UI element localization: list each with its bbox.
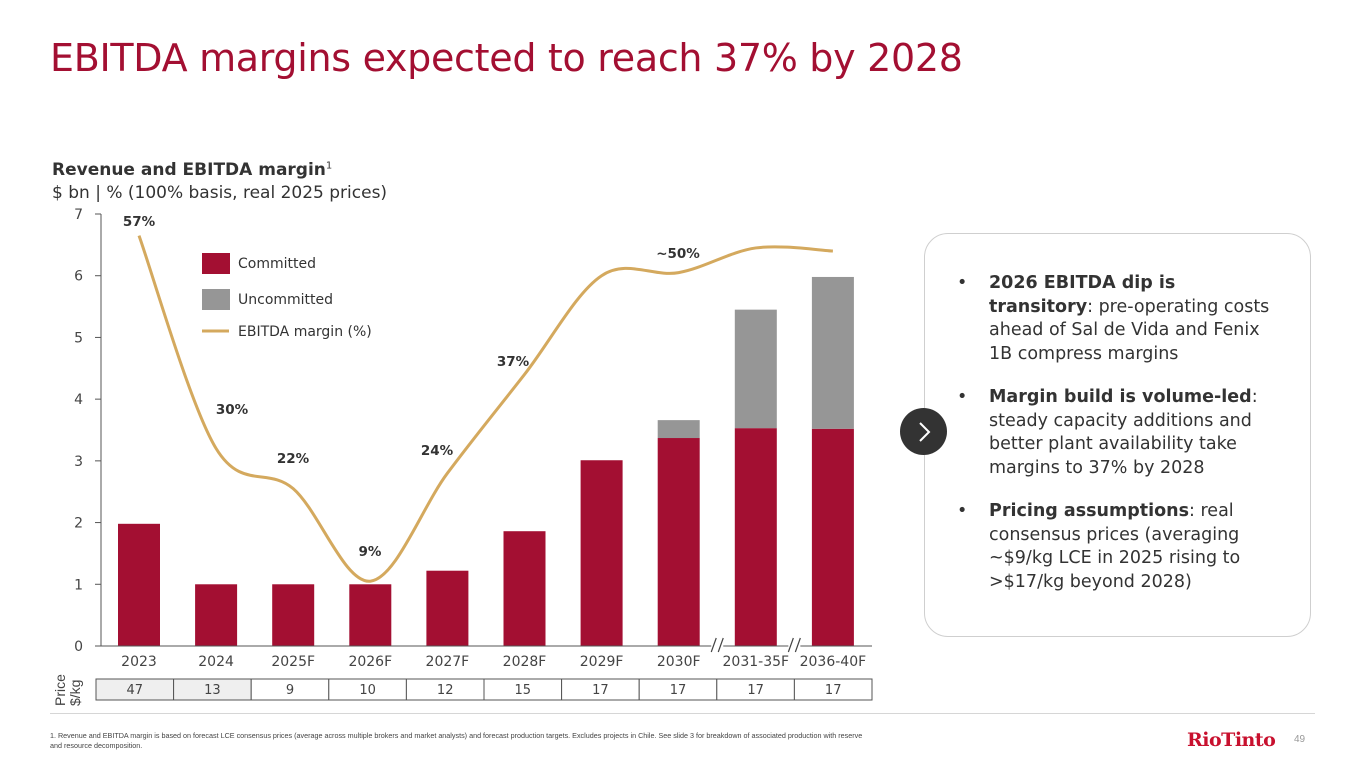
legend-label: Uncommitted: [238, 292, 333, 308]
y-tick-label: 2: [74, 516, 83, 532]
price-label-line1: Price: [52, 674, 68, 706]
chart-title: Revenue and EBITDA margin1: [52, 160, 332, 180]
legend-label: EBITDA margin (%): [238, 324, 372, 340]
rio-tinto-logo: RioTinto: [1187, 729, 1276, 751]
bullet-heading: Pricing assumptions: [989, 501, 1190, 521]
legend-label: Committed: [238, 256, 316, 272]
bar-uncommitted: [734, 309, 777, 429]
axis-break-mark: [794, 637, 801, 653]
price-value: 17: [592, 683, 609, 698]
x-tick-label: 2036-40F: [800, 654, 867, 670]
y-tick-label: 5: [74, 330, 83, 346]
price-cell: [793, 678, 873, 701]
price-label-line2: $/kg: [67, 679, 83, 706]
bar-committed: [811, 428, 854, 646]
ebitda-margin-path: [137, 235, 833, 583]
chevron-right-icon: [918, 421, 930, 442]
legend-swatch-uncommitted: [202, 289, 230, 310]
axis-break-mark: [717, 637, 724, 653]
bar-committed: [580, 460, 623, 646]
x-tick-label: 2031-35F: [723, 654, 790, 670]
footer-divider: [50, 713, 1315, 714]
x-tick-label: 2028F: [503, 654, 547, 670]
x-axis: 2023 2024 2025F 2026F 2027F 2028F 2029F 2030F 20…: [101, 637, 872, 670]
margin-label: 30%: [216, 402, 249, 418]
price-value: 17: [825, 683, 842, 698]
bar-committed: [118, 523, 160, 646]
commentary-bullet: • 2026 EBITDA dip is transitory: pre-oper…: [957, 272, 1280, 366]
price-value: 9: [286, 683, 294, 698]
commentary-bullets: • 2026 EBITDA dip is transitory: pre-oper…: [925, 234, 1310, 594]
footnote-marker: 1: [325, 160, 333, 172]
y-tick-label: 3: [74, 454, 83, 470]
y-tick-label: 7: [74, 207, 83, 223]
y-axis: 0 1 2 3 4 5 6 7: [74, 207, 102, 655]
ebitda-margin-line: [137, 235, 833, 583]
bullet-heading: 2026 EBITDA dip is transitory: [989, 273, 1176, 317]
x-tick-label: 2024: [198, 654, 234, 670]
price-value: 15: [515, 683, 532, 698]
x-tick-label: 2027F: [426, 654, 470, 670]
bar-uncommitted: [657, 420, 700, 439]
x-tick-label: 2023: [121, 654, 157, 670]
bar-committed: [349, 584, 392, 646]
page-number: 49: [1294, 734, 1306, 745]
commentary-panel: • 2026 EBITDA dip is transitory: pre-oper…: [924, 233, 1311, 637]
margin-label: 24%: [421, 443, 454, 459]
next-button[interactable]: [900, 408, 947, 455]
y-tick-label: 0: [74, 639, 83, 655]
bullet-heading: Margin build is volume-led: [989, 387, 1252, 407]
x-tick-label: 2029F: [580, 654, 624, 670]
price-axis-label: Price $/kg: [50, 670, 84, 706]
bullet-dot: •: [957, 387, 968, 407]
x-tick-label: 2025F: [271, 654, 315, 670]
y-tick-label: 4: [74, 392, 83, 408]
margin-label: 22%: [277, 451, 310, 467]
price-value: 12: [437, 683, 454, 698]
bars: [118, 276, 854, 646]
chart-subtitle: $ bn | % (100% basis, real 2025 prices): [52, 183, 388, 203]
price-value: 17: [670, 683, 687, 698]
bullet-text: : real consensus prices (averaging ~$9/k…: [989, 501, 1241, 592]
footnote: 1. Revenue and EBITDA margin is based on…: [50, 731, 863, 750]
slide-title: EBITDA margins expected to reach 37% by …: [50, 36, 963, 80]
x-tick-label: 2030F: [657, 654, 701, 670]
margin-label: 57%: [123, 214, 156, 230]
price-value: 13: [204, 683, 221, 698]
margin-label: 37%: [497, 354, 530, 370]
axis-break-mark: [710, 637, 717, 653]
commentary-bullet: • Margin build is volume-led: steady capa…: [957, 386, 1280, 480]
bullet-dot: •: [957, 273, 968, 293]
price-value: 47: [127, 683, 144, 698]
bar-committed: [657, 438, 700, 646]
bullet-text: : pre-operating costs ahead of Sal de Vi…: [989, 296, 1270, 364]
bullet-dot: •: [957, 501, 968, 521]
bullet-text: : steady capacity additions and better p…: [989, 387, 1258, 478]
bar-committed: [734, 428, 777, 646]
legend-swatch-committed: [202, 253, 230, 274]
y-tick-label: 6: [74, 269, 83, 285]
margin-labels: 57% 30% 22% 9% 24% 37% ~50%: [123, 214, 700, 560]
y-tick-label: 1: [74, 577, 83, 593]
axis-break-mark: [787, 637, 794, 653]
legend: Committed Uncommitted EBITDA margin (%): [202, 253, 372, 340]
price-table: 47 13 9 10 12 15 17 17 17 17: [95, 678, 873, 701]
x-tick-label: 2026F: [348, 654, 392, 670]
bar-committed: [272, 584, 315, 646]
price-value: 10: [359, 683, 376, 698]
bar-committed: [195, 584, 238, 646]
bar-committed: [426, 570, 469, 646]
bar-committed: [503, 531, 546, 646]
commentary-bullet: • Pricing assumptions: real consensus pri…: [957, 500, 1280, 594]
margin-label: 9%: [359, 544, 382, 560]
margin-label: ~50%: [656, 246, 700, 262]
bar-uncommitted: [811, 276, 854, 429]
price-value: 17: [747, 683, 764, 698]
chart-title-text: Revenue and EBITDA margin: [52, 160, 326, 180]
